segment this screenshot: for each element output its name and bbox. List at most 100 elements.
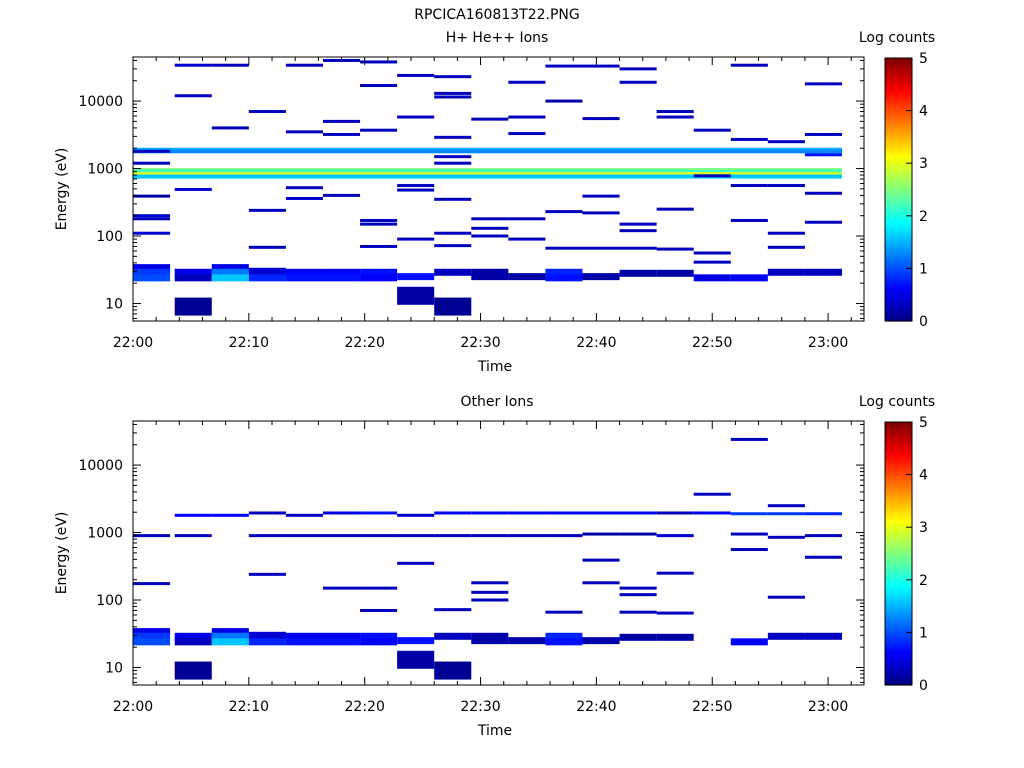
heatmap-cell xyxy=(133,638,171,646)
heatmap-cell xyxy=(397,561,435,565)
heatmap-cell xyxy=(397,513,435,517)
x-tick-label: 22:10 xyxy=(229,699,269,715)
heatmap-cell xyxy=(211,274,249,282)
colorbar-swatch xyxy=(885,184,912,188)
colorbar-swatch xyxy=(885,239,912,243)
colorbar-swatch xyxy=(885,519,912,523)
heatmap-cell xyxy=(133,264,171,272)
colorbar-swatch xyxy=(885,469,912,473)
heatmap-cell xyxy=(285,130,323,134)
heatmap-cell xyxy=(730,274,768,282)
colorbar-swatch xyxy=(885,566,912,570)
colorbar-swatch xyxy=(885,498,912,502)
colorbar-swatch xyxy=(885,650,912,655)
heatmap-cell xyxy=(285,268,323,276)
heatmap-cell xyxy=(471,637,509,645)
heatmap-cell xyxy=(360,608,398,612)
heatmap-cell xyxy=(508,511,546,515)
heatmap-cell xyxy=(248,274,286,282)
heatmap-cell xyxy=(434,155,472,159)
heatmap-cell xyxy=(804,220,842,224)
colorbar-swatch xyxy=(885,236,912,241)
colorbar-swatch xyxy=(885,200,912,204)
colorbar-swatch xyxy=(885,76,912,80)
colorbar-swatch xyxy=(885,495,912,499)
heatmap-cell xyxy=(730,218,768,222)
colorbar-swatch xyxy=(885,545,912,549)
colorbar-swatch xyxy=(885,658,912,662)
heatmap-cell xyxy=(545,610,583,614)
colorbar-swatch xyxy=(885,302,912,306)
colorbar-swatch xyxy=(885,506,912,510)
colorbar-swatch xyxy=(885,100,912,104)
heatmap-cell xyxy=(248,110,286,114)
colorbar-swatch xyxy=(885,152,912,156)
colorbar-tick-label: 2 xyxy=(919,209,928,225)
heatmap-cell xyxy=(133,217,171,221)
colorbar-swatch xyxy=(885,429,912,434)
colorbar-swatch xyxy=(885,627,912,631)
colorbar-swatch xyxy=(885,600,912,605)
heatmap-cell xyxy=(471,632,509,640)
heatmap-cell xyxy=(322,511,361,515)
colorbar-swatch xyxy=(885,173,912,177)
colorbar-swatch xyxy=(885,674,912,678)
heatmap-cell xyxy=(360,632,398,640)
colorbar-swatch xyxy=(885,521,912,526)
colorbar-swatch xyxy=(885,524,912,528)
x-axis-label: Time xyxy=(477,359,512,375)
heatmap-cell xyxy=(397,188,435,192)
colorbar-swatch xyxy=(885,679,912,683)
heatmap-cell xyxy=(804,153,842,157)
heatmap-cell xyxy=(360,274,398,282)
heatmap-cell xyxy=(471,534,509,538)
heatmap-cell xyxy=(619,269,657,277)
x-tick-label: 22:00 xyxy=(113,699,153,715)
heatmap-cell xyxy=(804,132,842,136)
colorbar-swatch xyxy=(885,197,912,201)
heatmap-cell xyxy=(211,63,249,67)
colorbar-swatch xyxy=(885,569,912,573)
heatmap-cell xyxy=(174,63,212,67)
heatmap-cell xyxy=(133,268,171,276)
heatmap-cell xyxy=(471,581,509,585)
colorbar-swatch xyxy=(885,73,912,78)
colorbar-swatch xyxy=(885,474,912,478)
colorbar-swatch xyxy=(885,260,912,264)
colorbar-swatch xyxy=(885,194,912,198)
colorbar-frame xyxy=(884,57,913,322)
colorbar-swatch xyxy=(885,461,912,465)
heatmap-cell xyxy=(730,638,768,646)
heatmap-band xyxy=(133,174,842,179)
colorbar-swatch xyxy=(885,210,912,214)
colorbar-swatch xyxy=(885,228,912,233)
heatmap-cell xyxy=(693,511,731,515)
heatmap-cell xyxy=(434,608,472,612)
colorbar-swatch xyxy=(885,165,912,170)
colorbar-swatch xyxy=(885,613,912,618)
colorbar-swatch xyxy=(885,94,912,99)
heatmap-cell xyxy=(397,184,435,188)
heatmap-cell xyxy=(133,274,171,282)
colorbar-swatch xyxy=(885,265,912,269)
colorbar-swatch xyxy=(885,289,912,293)
heatmap-cell xyxy=(322,193,361,197)
heatmap-cell xyxy=(174,274,212,282)
heatmap-cell xyxy=(508,80,546,84)
colorbar-swatch xyxy=(885,171,912,175)
heatmap-cell xyxy=(360,638,398,646)
colorbar-swatch xyxy=(885,456,912,460)
y-tick-label: 10 xyxy=(105,660,123,676)
colorbar-swatch xyxy=(885,579,912,584)
plot-frame xyxy=(132,420,865,686)
colorbar-swatch xyxy=(885,548,912,552)
colorbar-swatch xyxy=(885,160,912,164)
heatmap-cell xyxy=(322,274,361,282)
heatmap-cell xyxy=(434,534,472,538)
heatmap-cell xyxy=(656,633,694,641)
heatmap-cell xyxy=(434,135,472,139)
heatmap-cell xyxy=(248,245,286,249)
colorbar-swatch xyxy=(885,640,912,644)
colorbar-swatch xyxy=(885,666,912,670)
colorbar-swatch xyxy=(885,81,912,85)
